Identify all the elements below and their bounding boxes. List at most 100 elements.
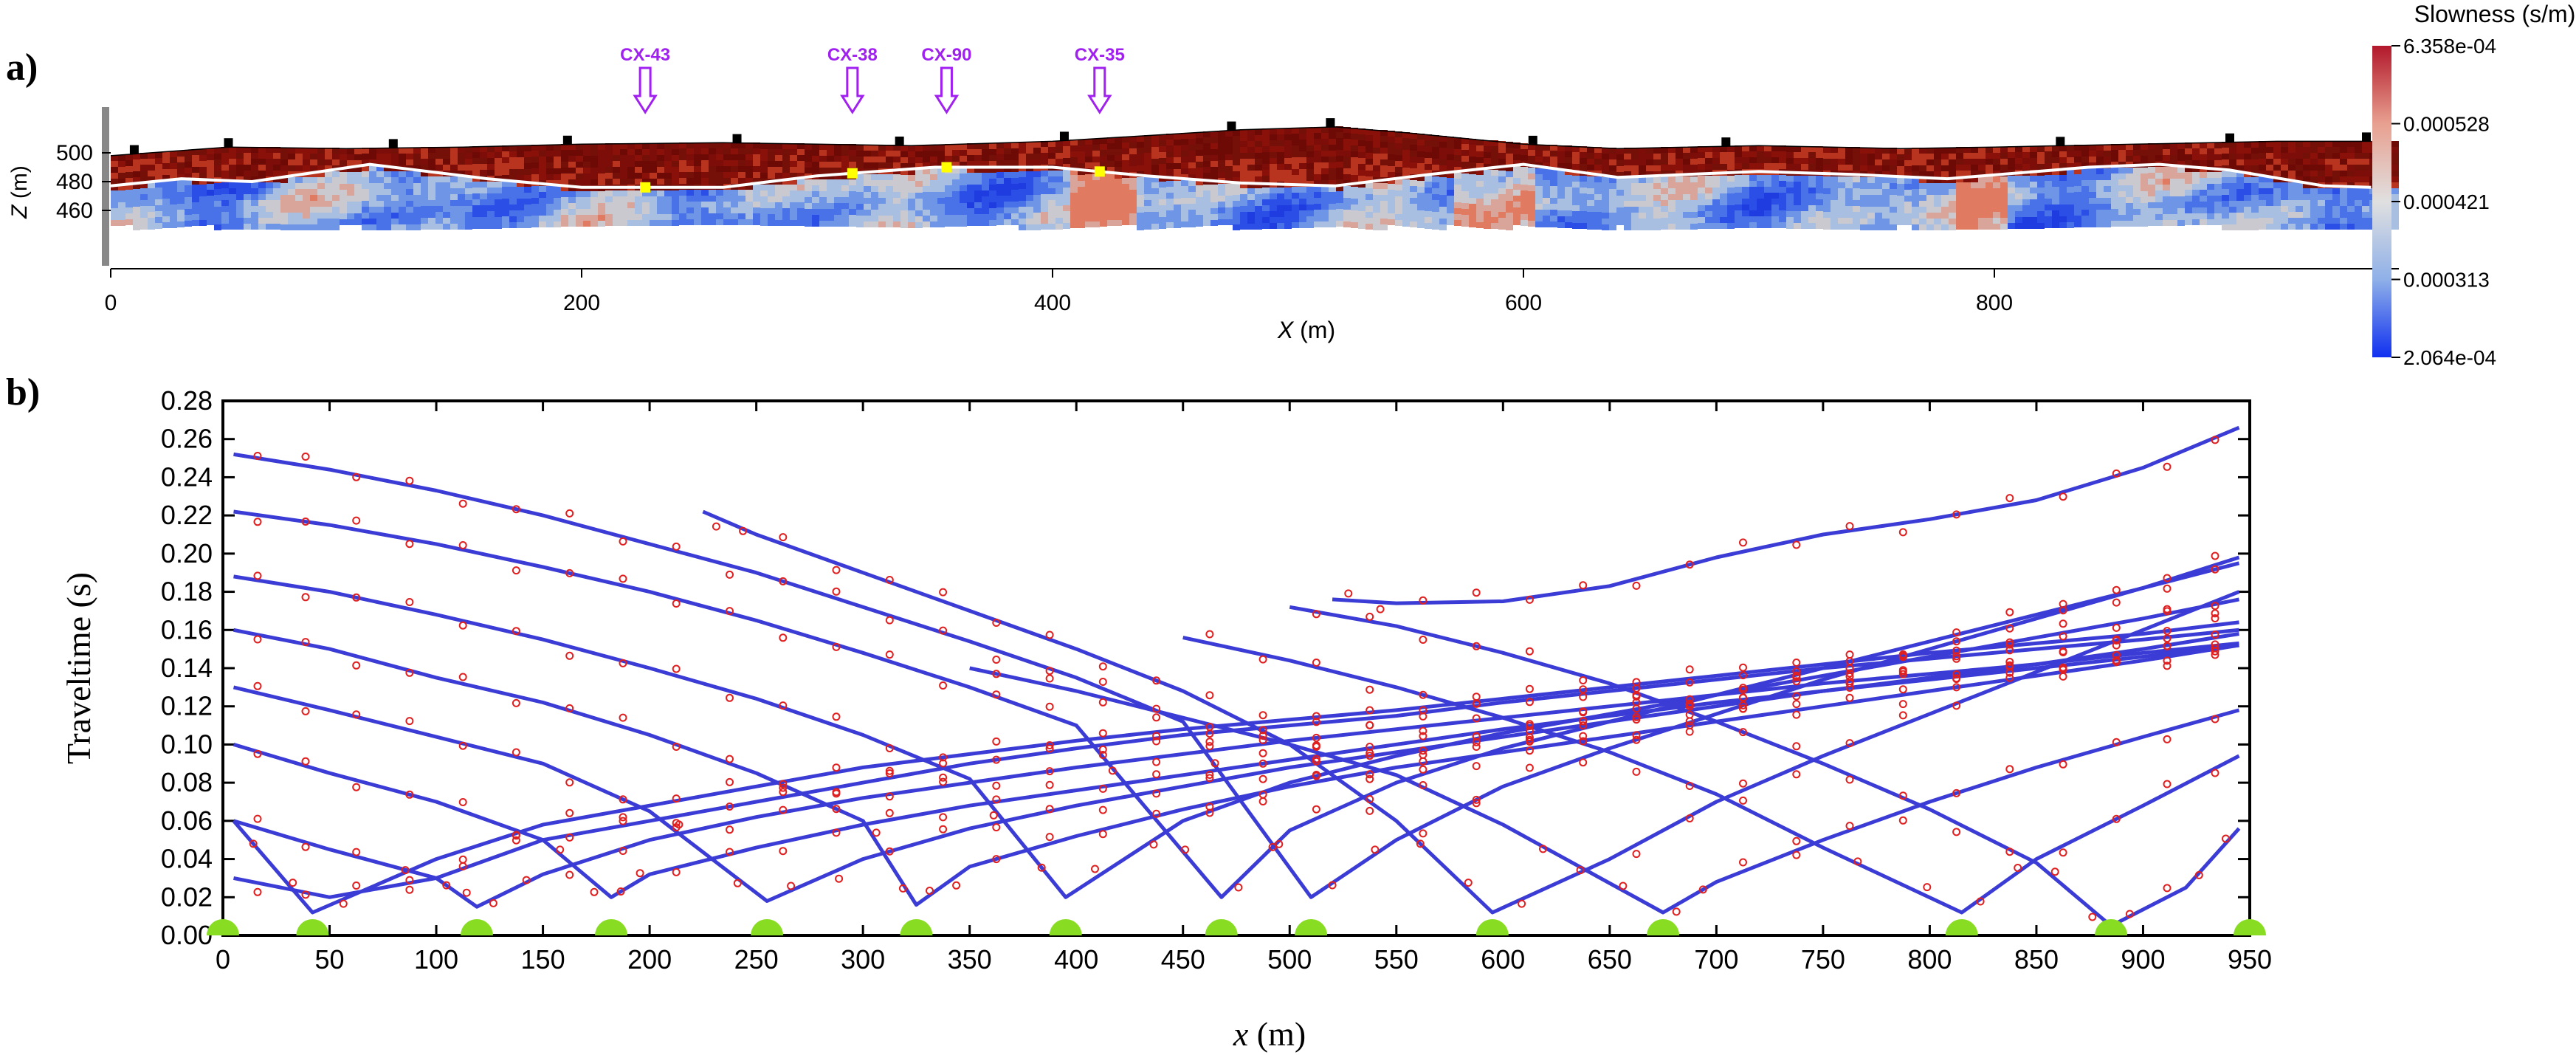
heatmap-cell bbox=[1151, 165, 1159, 171]
heatmap-cell bbox=[465, 153, 472, 159]
heatmap-cell bbox=[952, 144, 960, 150]
heatmap-cell bbox=[2391, 147, 2399, 153]
heatmap-cell bbox=[1100, 209, 1107, 215]
heatmap-cell bbox=[450, 218, 458, 224]
heatmap-cell bbox=[1159, 152, 1166, 158]
heatmap-cell bbox=[2155, 185, 2163, 190]
observed-pick-point bbox=[2163, 634, 2172, 643]
heatmap-cell bbox=[1277, 170, 1284, 176]
heatmap-cell bbox=[192, 214, 199, 220]
heatmap-cell bbox=[435, 188, 443, 194]
heatmap-cell bbox=[1498, 206, 1506, 212]
heatmap-cell bbox=[1506, 142, 1513, 148]
heatmap-cell bbox=[1919, 148, 1926, 154]
heatmap-cell bbox=[465, 206, 472, 212]
heatmap-cell bbox=[1476, 222, 1484, 228]
heatmap-cell bbox=[2332, 165, 2340, 171]
heatmap-cell bbox=[2089, 221, 2096, 227]
heatmap-cell bbox=[841, 144, 849, 150]
heatmap-cell bbox=[960, 144, 967, 150]
station-marker bbox=[1227, 121, 1236, 131]
heatmap-cell bbox=[1580, 193, 1587, 199]
heatmap-cell bbox=[2133, 215, 2141, 221]
heatmap-cell bbox=[1351, 134, 1358, 140]
heatmap-cell bbox=[598, 191, 605, 197]
observed-pick-point bbox=[992, 781, 1001, 790]
heatmap-cell bbox=[2318, 153, 2325, 159]
heatmap-cell bbox=[1890, 213, 1897, 219]
heatmap-cell bbox=[1491, 188, 1498, 193]
heatmap-cell bbox=[244, 159, 251, 165]
heatmap-cell bbox=[2148, 167, 2155, 173]
heatmap-cell bbox=[709, 190, 716, 196]
heatmap-cell bbox=[2236, 154, 2244, 159]
heatmap-cell bbox=[443, 182, 450, 188]
observed-pick-point bbox=[458, 741, 467, 750]
heatmap-cell bbox=[1388, 190, 1395, 196]
heatmap-cell bbox=[1543, 216, 1550, 221]
heatmap-cell bbox=[1048, 206, 1055, 212]
heatmap-cell bbox=[1484, 146, 1491, 152]
heatmap-cell bbox=[1351, 128, 1358, 134]
heatmap-cell bbox=[1683, 182, 1690, 188]
heatmap-cell bbox=[362, 148, 369, 154]
heatmap-cell bbox=[1188, 162, 1196, 168]
observed-pick-point bbox=[458, 673, 467, 681]
heatmap-cell bbox=[1107, 214, 1115, 220]
heatmap-cell bbox=[1963, 176, 1971, 182]
heatmap-cell bbox=[657, 208, 664, 214]
heatmap-cell bbox=[421, 171, 428, 176]
heatmap-cell bbox=[753, 213, 760, 219]
heatmap-cell bbox=[1949, 219, 1956, 224]
heatmap-cell bbox=[354, 166, 362, 172]
heatmap-cell bbox=[620, 161, 627, 167]
heatmap-cell bbox=[443, 200, 450, 206]
heatmap-cell bbox=[627, 220, 635, 226]
heatmap-cell bbox=[1757, 157, 1764, 163]
heatmap-cell bbox=[517, 169, 524, 175]
heatmap-cell bbox=[1993, 153, 2000, 159]
heatmap-cell bbox=[620, 179, 627, 185]
heatmap-cell bbox=[391, 159, 399, 165]
heatmap-cell bbox=[1712, 158, 1720, 164]
heatmap-cell bbox=[1639, 195, 1646, 201]
heatmap-cell bbox=[1078, 145, 1085, 151]
heatmap-cell bbox=[590, 197, 598, 203]
heatmap-cell bbox=[1978, 206, 1986, 212]
heatmap-cell bbox=[672, 208, 679, 214]
heatmap-cell bbox=[177, 221, 185, 227]
heatmap-cell bbox=[1609, 177, 1616, 183]
heatmap-cell bbox=[819, 191, 827, 197]
heatmap-cell bbox=[487, 188, 495, 193]
heatmap-cell bbox=[1986, 224, 1993, 230]
heatmap-cell bbox=[930, 186, 937, 192]
heatmap-cell bbox=[1904, 148, 1912, 154]
heatmap-cell bbox=[1550, 145, 1557, 151]
heatmap-cell bbox=[1240, 194, 1247, 200]
heatmap-cell bbox=[1351, 169, 1358, 175]
observed-pick-point bbox=[835, 874, 844, 883]
observed-pick-point bbox=[405, 876, 414, 884]
colorbar-title: Slowness (s/m) bbox=[2414, 1, 2576, 27]
heatmap-cell bbox=[2281, 206, 2288, 212]
heatmap-cell bbox=[539, 168, 546, 174]
heatmap-cell bbox=[2192, 148, 2200, 154]
heatmap-cell bbox=[996, 160, 1004, 166]
heatmap-cell bbox=[1580, 205, 1587, 211]
heatmap-cell bbox=[391, 148, 399, 154]
heatmap-cell bbox=[967, 190, 974, 196]
heatmap-cell bbox=[1004, 190, 1011, 196]
colorbar-tick-label: 0.000528 bbox=[2403, 113, 2490, 136]
heatmap-cell bbox=[716, 190, 723, 196]
heatmap-cell bbox=[509, 193, 517, 199]
heatmap-cell bbox=[2030, 211, 2037, 217]
heatmap-cell bbox=[1557, 205, 1565, 210]
heatmap-cell bbox=[1860, 165, 1867, 171]
heatmap-cell bbox=[1277, 164, 1284, 170]
heatmap-cell bbox=[406, 195, 413, 201]
heatmap-cell bbox=[613, 196, 620, 202]
heatmap-cell bbox=[162, 199, 170, 205]
heatmap-cell bbox=[2185, 178, 2192, 184]
heatmap-cell bbox=[2355, 165, 2362, 171]
heatmap-cell bbox=[111, 220, 118, 226]
